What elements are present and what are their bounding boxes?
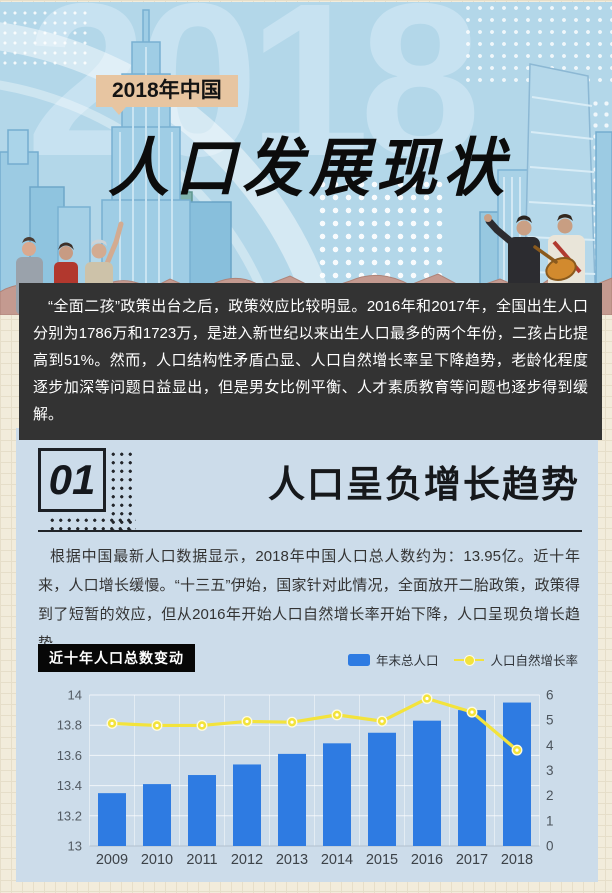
svg-text:2017: 2017 bbox=[456, 852, 488, 868]
section-divider bbox=[38, 530, 582, 532]
svg-text:2016: 2016 bbox=[411, 852, 443, 868]
svg-text:13.6: 13.6 bbox=[57, 748, 82, 763]
svg-text:2015: 2015 bbox=[366, 852, 398, 868]
svg-text:2009: 2009 bbox=[96, 852, 128, 868]
svg-text:6: 6 bbox=[546, 688, 554, 703]
svg-text:0: 0 bbox=[546, 839, 554, 854]
intro-paragraph: “全面二孩”政策出台之后，政策效应比较明显。2016年和2017年，全国出生人口… bbox=[33, 298, 588, 423]
svg-text:2014: 2014 bbox=[321, 852, 353, 868]
svg-text:2012: 2012 bbox=[231, 852, 263, 868]
svg-text:2010: 2010 bbox=[141, 852, 173, 868]
section-title: 人口呈负增长趋势 bbox=[268, 464, 580, 505]
population-chart: 13 13.2 13.4 13.6 13.8 14 0 1 2 3 4 5 6 2009 2010 2011 2… bbox=[34, 676, 600, 881]
svg-text:13: 13 bbox=[68, 839, 82, 854]
svg-text:3: 3 bbox=[546, 763, 554, 778]
year-tag: 2018年中国 bbox=[96, 75, 238, 115]
chart-legend: 年末总人口 人口自然增长率 bbox=[347, 650, 578, 669]
legend-bar-label: 年末总人口 bbox=[375, 654, 439, 668]
svg-text:2018: 2018 bbox=[501, 852, 533, 868]
section-01-panel: 01 人口呈负增长趋势 根据中国最新人口数据显示，2018年中国人口总人数约为：… bbox=[16, 428, 598, 882]
legend-item-line: 人口自然增长率 bbox=[454, 650, 578, 669]
svg-text:13.2: 13.2 bbox=[57, 808, 82, 823]
svg-text:4: 4 bbox=[546, 738, 554, 753]
hero-header: 2018 bbox=[0, 2, 612, 315]
legend-item-bar: 年末总人口 bbox=[347, 650, 439, 669]
page-title: 人口发展现状 bbox=[108, 132, 511, 204]
population-chart-svg: 13 13.2 13.4 13.6 13.8 14 0 1 2 3 4 5 6 2009 2010 2011 2… bbox=[57, 688, 554, 869]
section-number-box: 01 bbox=[38, 448, 106, 512]
section-number: 01 bbox=[48, 456, 96, 503]
intro-text-box: “全面二孩”政策出台之后，政策效应比较明显。2016年和2017年，全国出生人口… bbox=[19, 283, 602, 440]
svg-text:13.8: 13.8 bbox=[57, 718, 82, 733]
legend-line-marker bbox=[454, 654, 485, 666]
svg-text:2: 2 bbox=[546, 788, 554, 803]
svg-text:14: 14 bbox=[68, 688, 82, 703]
decor-dots-bottom bbox=[48, 516, 136, 531]
chart-title-badge: 近十年人口总数变动 bbox=[38, 644, 195, 672]
svg-text:2011: 2011 bbox=[186, 852, 217, 868]
svg-text:13.4: 13.4 bbox=[57, 778, 82, 793]
svg-text:2013: 2013 bbox=[276, 852, 308, 868]
section-body: 根据中国最新人口数据显示，2018年中国人口总人数约为：13.95亿。近十年来，… bbox=[38, 542, 580, 658]
legend-bar-marker bbox=[347, 653, 370, 666]
svg-text:5: 5 bbox=[546, 713, 554, 728]
svg-text:1: 1 bbox=[546, 813, 554, 828]
section-paragraph: 根据中国最新人口数据显示，2018年中国人口总人数约为：13.95亿。近十年来，… bbox=[38, 548, 580, 652]
legend-line-label: 人口自然增长率 bbox=[490, 654, 578, 668]
